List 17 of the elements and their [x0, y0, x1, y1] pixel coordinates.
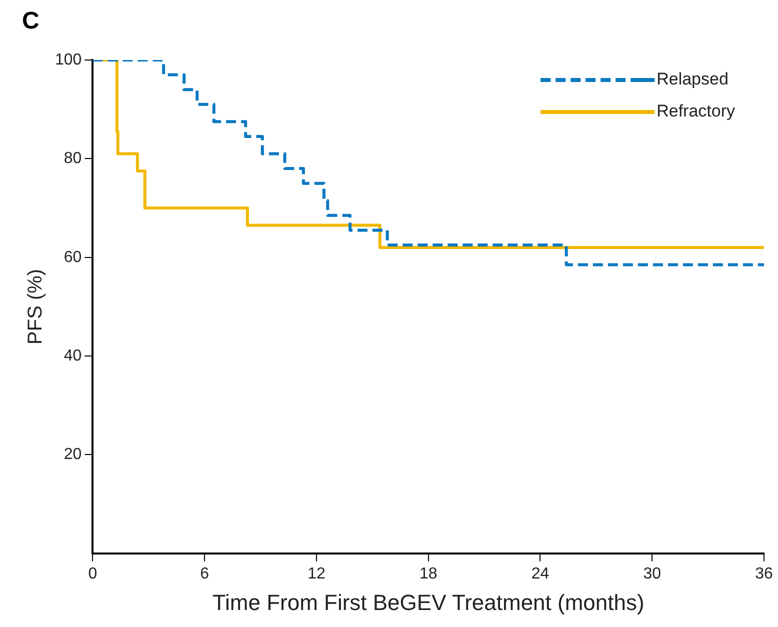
- y-tick-label: 80: [64, 150, 82, 168]
- legend-label: Relapsed: [656, 70, 728, 89]
- x-tick-label: 18: [419, 565, 438, 582]
- chart-title: C: [22, 8, 40, 35]
- x-tick-label: 6: [200, 565, 210, 582]
- x-tick-label: 30: [643, 565, 662, 582]
- x-tick-label: 0: [88, 565, 98, 582]
- y-tick-label: 60: [64, 248, 82, 266]
- x-axis-title: Time From First BeGEV Treatment (months): [212, 590, 644, 615]
- y-tick-label: 20: [64, 446, 82, 464]
- x-tick-label: 24: [531, 565, 550, 582]
- x-tick-label: 36: [755, 565, 773, 582]
- y-axis-title: PFS (%): [24, 268, 47, 344]
- y-tick-label: 100: [54, 51, 82, 68]
- y-tick-label: 40: [64, 347, 82, 364]
- x-tick-label: 12: [308, 565, 326, 582]
- legend-label: Refractory: [656, 102, 736, 121]
